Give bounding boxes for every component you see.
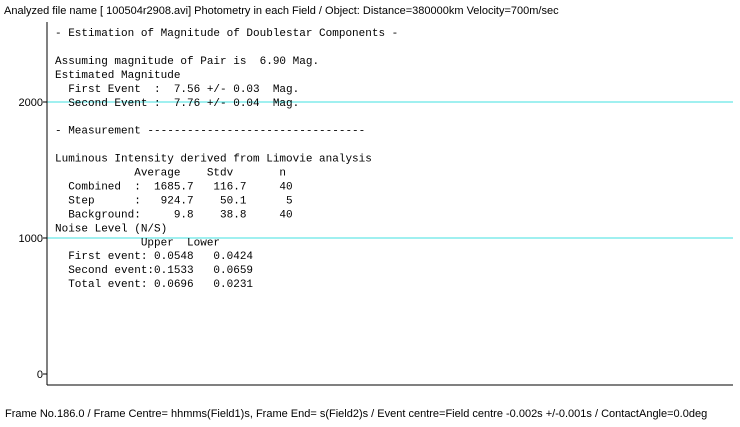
annotation-line: Combined : 1685.7 116.7 40	[55, 181, 293, 193]
annotation-line: Upper Lower	[55, 237, 220, 249]
reference-lines	[47, 101, 733, 239]
footer-info: Frame No.186.0 / Frame Centre= hhmms(Fie…	[5, 408, 707, 420]
annotation-line: Estimated Magnitude	[55, 70, 180, 82]
annotation-line: Noise Level (N/S)	[55, 223, 167, 235]
annotation-line: Second Event : 7.76 +/- 0.04 Mag.	[55, 98, 299, 110]
chart-title: Analyzed file name [ 100504r2908.avi] Ph…	[4, 5, 559, 17]
axes	[46, 22, 733, 386]
y-tick-label: 0	[37, 369, 43, 381]
annotation-line: - Measurement --------------------------…	[55, 126, 365, 138]
annotation-line: Average Stdv n	[55, 168, 286, 180]
annotation-line: Assuming magnitude of Pair is 6.90 Mag.	[55, 56, 319, 68]
y-tick-label: 2000	[19, 97, 43, 109]
annotation-line: Background: 9.8 38.8 40	[55, 209, 293, 221]
annotation-line: Total event: 0.0696 0.0231	[55, 279, 253, 291]
y-axis-ticks: 0 1000 2000	[19, 97, 47, 381]
y-tick-label: 1000	[19, 233, 43, 245]
annotation-line: Step : 924.7 50.1 5	[55, 195, 293, 207]
analysis-annotation: - Estimation of Magnitude of Doublestar …	[55, 28, 398, 291]
annotation-line: First Event : 7.56 +/- 0.03 Mag.	[55, 84, 299, 96]
annotation-line: First event: 0.0548 0.0424	[55, 251, 253, 263]
annotation-line: Luminous Intensity derived from Limovie …	[55, 154, 372, 166]
annotation-line: Second event:0.1533 0.0659	[55, 265, 253, 277]
annotation-line: - Estimation of Magnitude of Doublestar …	[55, 28, 398, 40]
